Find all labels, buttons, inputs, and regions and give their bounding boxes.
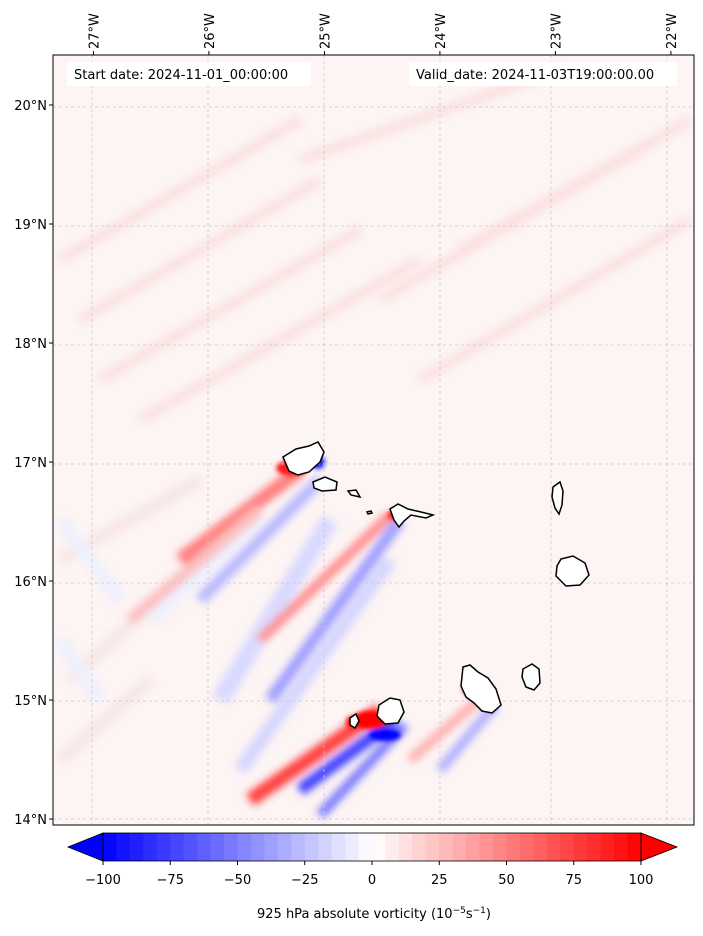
- island-santo-antao: [282, 441, 325, 476]
- latitude-tick-labels: 14°N 15°N 16°N 17°N 18°N 19°N 20°N: [14, 99, 53, 828]
- colorbar-tick-label: −100: [85, 873, 121, 888]
- colorbar-segment: [533, 833, 548, 861]
- colorbar-segment: [103, 833, 117, 861]
- longitude-tick-label: 23°W: [549, 13, 564, 49]
- colorbar-label: 925 hPa absolute vorticity (10−5s−1): [257, 906, 491, 922]
- colorbar-segment: [398, 833, 413, 861]
- colorbar-segment: [560, 833, 575, 861]
- colorbar-segment: [479, 833, 494, 861]
- longitude-tick-label: 25°W: [318, 13, 333, 49]
- start-date-label: Start date: 2024-11-01_00:00:00: [74, 68, 288, 83]
- colorbar-segment: [452, 833, 467, 861]
- map-frame: [52, 54, 695, 826]
- colorbar-segment: [600, 833, 615, 861]
- latitude-tick-label: 15°N: [14, 694, 47, 709]
- colorbar-segment: [170, 833, 185, 861]
- colorbar-segment: [587, 833, 602, 861]
- map-panel[interactable]: Start date: 2024-11-01_00:00:00 Valid_da…: [53, 55, 694, 825]
- colorbar-segment: [331, 833, 346, 861]
- island-sao-vicente: [312, 476, 338, 492]
- colorbar-segment: [156, 833, 171, 861]
- start-date-box: [67, 62, 311, 86]
- colorbar-segment: [197, 833, 212, 861]
- longitude-tick-label: 22°W: [665, 13, 680, 49]
- colorbar-segment: [573, 833, 588, 861]
- colorbar-segment: [129, 833, 144, 861]
- island-santiago: [460, 664, 502, 714]
- island-fogo: [376, 697, 405, 725]
- latitude-tick-label: 14°N: [14, 813, 47, 828]
- colorbar-tick-labels: −100 −75 −50 −25 0 25 50 75 100: [85, 861, 653, 888]
- colorbar-segment: [318, 833, 333, 861]
- colorbar: −100 −75 −50 −25 0 25 50 75 100 925 hPa absolute…: [66, 832, 679, 922]
- latitude-tick-label: 17°N: [14, 456, 47, 471]
- island-santa-luzia: [346, 489, 362, 499]
- colorbar-segment: [143, 833, 158, 861]
- colorbar-segment: [385, 833, 400, 861]
- colorbar-extend-min: [66, 832, 104, 862]
- island-maio: [521, 663, 541, 691]
- latitude-tick-label: 20°N: [14, 99, 47, 114]
- island-sal: [551, 480, 564, 516]
- colorbar-segment: [183, 833, 198, 861]
- longitude-tick-label: 26°W: [203, 13, 218, 49]
- longitude-tick-labels: 27°W 26°W 25°W 24°W 23°W 22°W: [87, 13, 680, 55]
- colorbar-tick-label: −75: [157, 873, 184, 888]
- colorbar-tick-label: −50: [224, 873, 251, 888]
- island-brava: [349, 712, 360, 730]
- colorbar-segment: [224, 833, 238, 861]
- colorbar-tick-label: 50: [498, 873, 515, 888]
- colorbar-segment: [345, 833, 360, 861]
- coastlines: [282, 441, 590, 730]
- island-boa-vista: [555, 555, 590, 587]
- longitude-tick-label: 24°W: [434, 13, 449, 49]
- colorbar-segment: [358, 833, 373, 861]
- colorbar-segment: [277, 833, 292, 861]
- valid-date-box: [409, 62, 677, 86]
- colorbar-segment: [493, 833, 507, 861]
- colorbar-segment: [546, 833, 561, 861]
- latitude-tick-label: 19°N: [14, 218, 47, 233]
- colorbar-segments: [103, 833, 642, 861]
- colorbar-segment: [425, 833, 440, 861]
- colorbar-segment: [466, 833, 481, 861]
- island-branco-razo: [365, 510, 374, 515]
- colorbar-segment: [439, 833, 454, 861]
- island-sao-nicolau: [389, 503, 436, 529]
- valid-date-label: Valid_date: 2024-11-03T19:00:00.00: [416, 68, 654, 83]
- colorbar-segment: [519, 833, 534, 861]
- latitude-tick-label: 18°N: [14, 337, 47, 352]
- colorbar-segment: [116, 833, 131, 861]
- colorbar-segment: [210, 833, 225, 861]
- longitude-tick-label: 27°W: [87, 13, 102, 49]
- colorbar-extend-max: [640, 832, 679, 862]
- colorbar-tick-label: −25: [291, 873, 318, 888]
- colorbar-segment: [264, 833, 279, 861]
- latitude-tick-label: 16°N: [14, 575, 47, 590]
- vorticity-field: [54, 65, 693, 819]
- colorbar-tick-label: 0: [368, 873, 376, 888]
- colorbar-segment: [250, 833, 265, 861]
- colorbar-segment: [291, 833, 306, 861]
- gridlines: [53, 55, 694, 825]
- colorbar-tick-label: 25: [431, 873, 448, 888]
- colorbar-tick-label: 75: [565, 873, 582, 888]
- colorbar-segment: [304, 833, 319, 861]
- colorbar-tick-label: 100: [629, 873, 654, 888]
- colorbar-segment: [237, 833, 252, 861]
- colorbar-segment: [372, 833, 386, 861]
- colorbar-segment: [627, 833, 642, 861]
- colorbar-segment: [506, 833, 521, 861]
- colorbar-segment: [614, 833, 629, 861]
- colorbar-segment: [412, 833, 427, 861]
